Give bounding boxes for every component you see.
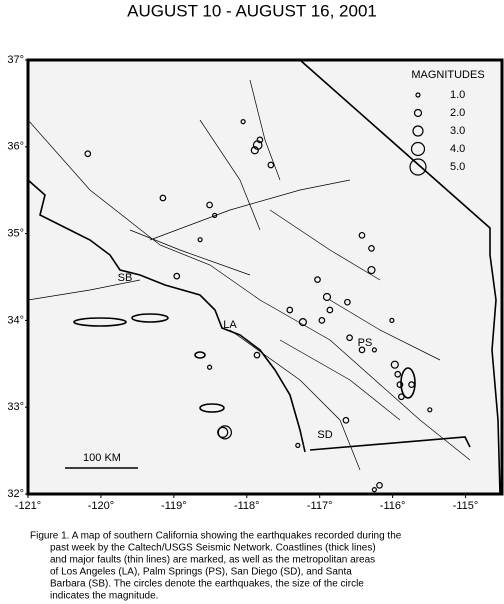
caption-line: and major faults (thin lines) are marked… <box>50 555 375 566</box>
earthquake <box>398 393 405 401</box>
x-tick-label: -118° <box>234 500 260 512</box>
earthquake <box>217 426 229 438</box>
caption-line: Barbara (SB). The circles denote the ear… <box>50 579 364 590</box>
x-tick-label: -115° <box>453 500 479 512</box>
earthquake <box>206 201 213 209</box>
earthquake <box>295 442 301 448</box>
y-tick-label: 35° <box>7 228 24 240</box>
caption-line: Figure 1. A map of southern California s… <box>30 531 402 542</box>
earthquake <box>371 487 377 493</box>
earthquake <box>342 416 350 424</box>
legend-label: 3.0 <box>450 125 465 137</box>
caption-line: of Los Angeles (LA), Palm Springs (PS), … <box>50 567 352 578</box>
earthquake <box>358 346 366 354</box>
earthquake <box>346 334 353 342</box>
earthquake <box>159 194 167 202</box>
map-frame <box>26 58 504 496</box>
legend-circle <box>412 125 424 137</box>
earthquake <box>217 425 232 440</box>
caption-line: indicates the magnitude. <box>50 591 158 602</box>
city-label: SD <box>317 429 332 441</box>
chart-title: AUGUST 10 - AUGUST 16, 2001 <box>127 1 377 20</box>
x-tick-label: -120° <box>88 500 114 512</box>
city-label: LA <box>223 319 237 331</box>
earthquake <box>371 347 377 353</box>
legend-circle <box>413 108 423 118</box>
legend-circle <box>409 158 427 176</box>
x-tick-label: -121° <box>15 500 41 512</box>
earthquake <box>212 212 218 218</box>
city-label: PS <box>358 337 373 349</box>
earthquake <box>267 161 275 169</box>
earthquake <box>256 136 264 144</box>
x-tick-label: -116° <box>380 500 406 512</box>
earthquake <box>240 119 246 125</box>
city-label: SB <box>118 272 133 284</box>
earthquake <box>427 407 433 413</box>
earthquake <box>396 381 404 388</box>
y-tick-label: 32° <box>7 488 24 500</box>
legend-label: 4.0 <box>450 143 465 155</box>
earthquake <box>250 146 259 155</box>
earthquake <box>253 351 261 359</box>
earthquake <box>344 298 351 306</box>
legend-label: 1.0 <box>450 89 465 101</box>
earthquake <box>322 292 332 302</box>
earthquake <box>206 364 213 370</box>
scale-label: 100 KM <box>83 452 121 464</box>
earthquake <box>286 306 294 314</box>
earthquake <box>358 231 366 239</box>
y-tick-label: 34° <box>7 314 24 326</box>
legend-label: 5.0 <box>450 161 465 173</box>
earthquake <box>314 276 321 283</box>
y-tick-label: 33° <box>7 401 24 413</box>
y-tick-label: 37° <box>7 54 24 66</box>
x-tick-label: -119° <box>161 500 187 512</box>
earthquake <box>390 360 399 369</box>
earthquake <box>368 245 375 252</box>
faults <box>27 79 471 471</box>
coastline <box>27 59 501 495</box>
earthquake <box>173 272 181 280</box>
earthquake <box>389 317 395 323</box>
earthquake <box>376 481 383 489</box>
earthquake <box>84 150 92 158</box>
earthquake <box>326 306 334 314</box>
caption: Figure 1. A map of southern California s… <box>30 531 402 602</box>
caption-line: past week by the Caltech/USGS Seismic Ne… <box>50 543 376 554</box>
legend-circle <box>415 92 421 98</box>
earthquake <box>298 318 308 327</box>
y-tick-label: 36° <box>7 141 24 153</box>
earthquake <box>318 317 326 324</box>
x-tick-label: -117° <box>307 500 333 512</box>
legend-label: 2.0 <box>450 107 465 119</box>
earthquake <box>408 381 415 388</box>
earthquake <box>394 370 402 378</box>
earthquake <box>197 237 203 243</box>
legend-circle <box>410 141 426 157</box>
earthquake <box>367 265 376 275</box>
legend-title: MAGNITUDES <box>411 69 484 81</box>
